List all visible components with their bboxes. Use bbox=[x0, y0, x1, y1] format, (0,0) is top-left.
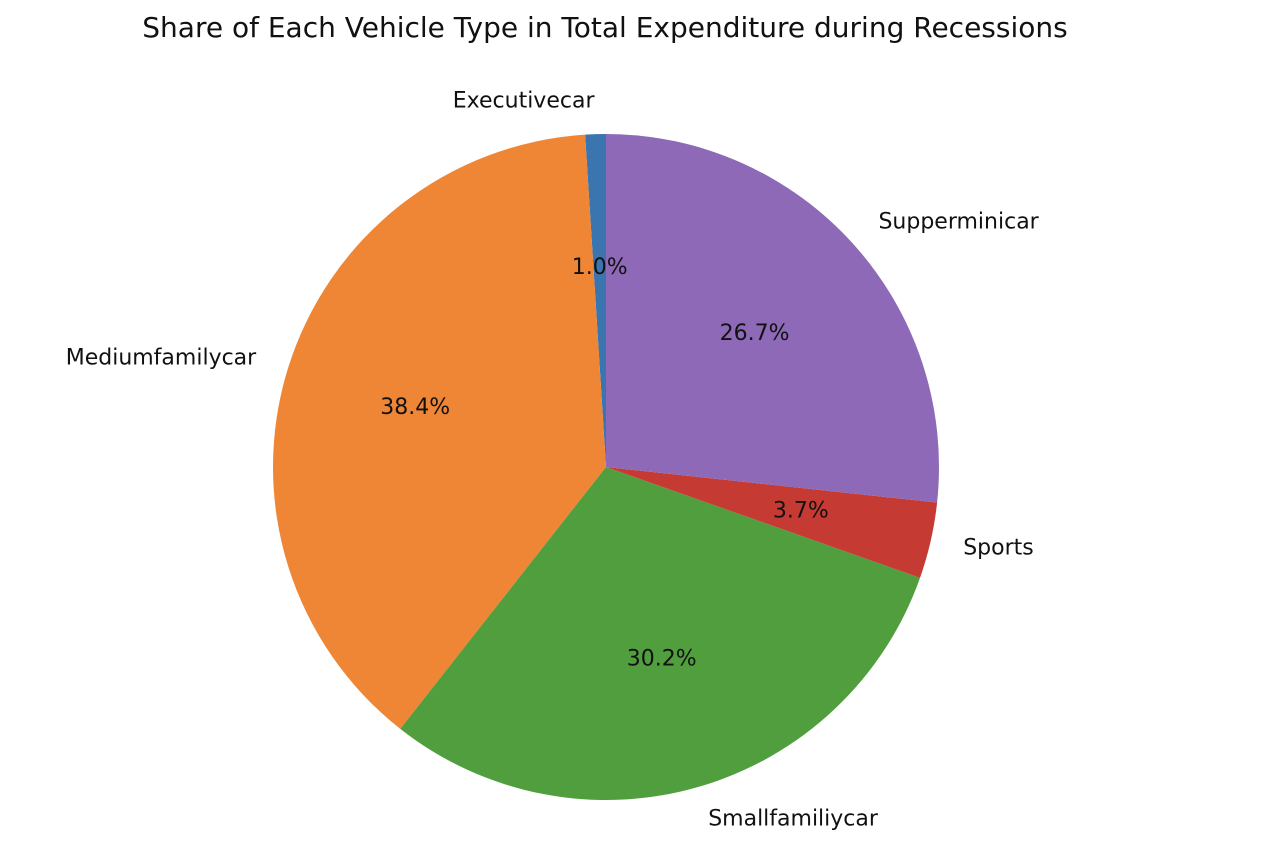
pie-slice-executivecar bbox=[585, 134, 606, 467]
percent-label-supperminicar: 26.7% bbox=[720, 321, 790, 346]
chart-title: Share of Each Vehicle Type in Total Expe… bbox=[142, 11, 1067, 44]
percent-labels: 1.0% 38.4% 30.2% 3.7% 26.7% bbox=[380, 255, 829, 672]
slice-label-sports: Sports bbox=[963, 536, 1034, 561]
pie-slice-mediumfamilycar bbox=[273, 134, 606, 729]
pie-slices bbox=[273, 134, 940, 801]
percent-label-mediumfamilycar: 38.4% bbox=[380, 395, 450, 420]
slice-label-executivecar: Executivecar bbox=[453, 88, 596, 113]
slice-labels: Executivecar Mediumfamilycar Smallfamiliyc… bbox=[66, 88, 1040, 831]
slice-label-supperminicar: Supperminicar bbox=[878, 210, 1039, 235]
pie-slice-supperminicar bbox=[606, 134, 940, 503]
slice-label-mediumfamilycar: Mediumfamilycar bbox=[66, 346, 257, 371]
percent-label-smallfamiliycar: 30.2% bbox=[627, 646, 697, 671]
pie-slice-sports bbox=[606, 467, 938, 578]
percent-label-executivecar: 1.0% bbox=[572, 255, 628, 280]
slice-label-smallfamiliycar: Smallfamiliycar bbox=[708, 806, 879, 831]
percent-label-sports: 3.7% bbox=[773, 499, 829, 524]
pie-slice-smallfamiliycar bbox=[400, 467, 921, 801]
